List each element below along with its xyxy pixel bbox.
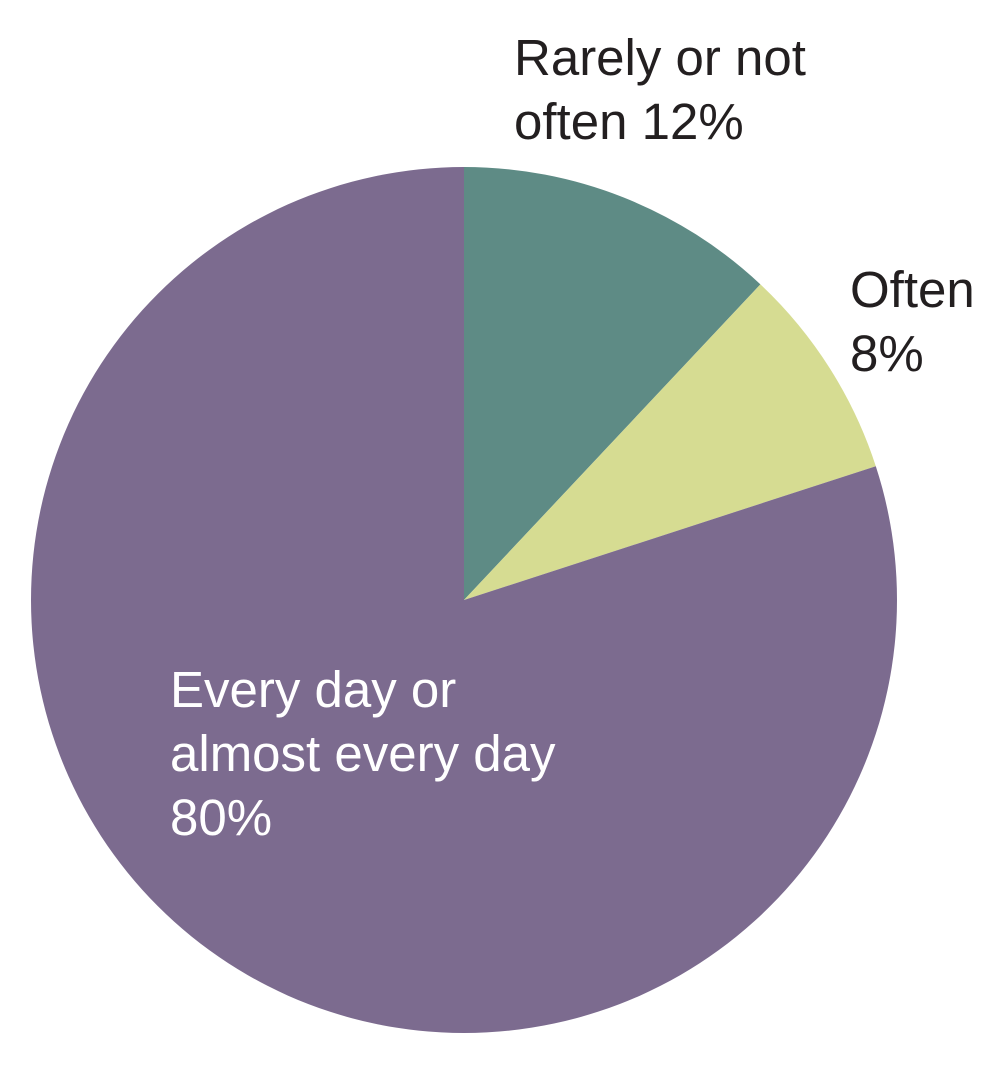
pie-slice-1: [464, 284, 876, 600]
slice-label-line: almost every day: [170, 725, 556, 782]
slice-label-line: 80%: [170, 789, 272, 846]
slice-label-0: Rarely or not often 12%: [514, 29, 806, 150]
slice-label-line: Every day or: [170, 661, 456, 718]
pie-slices: [31, 167, 898, 1033]
slice-label-line: 8%: [850, 325, 924, 382]
slice-label-2: Every day or almost every day 80%: [170, 661, 556, 846]
slice-label-line: Often: [850, 261, 975, 318]
pie-labels: Rarely or not often 12% Often 8% Every day o…: [170, 29, 975, 846]
slice-label-line: often 12%: [514, 93, 744, 150]
slice-label-line: Rarely or not: [514, 29, 806, 86]
slice-label-1: Often 8%: [850, 261, 975, 382]
pie-slice-0: [464, 167, 761, 600]
pie-slice-2: [31, 167, 898, 1033]
